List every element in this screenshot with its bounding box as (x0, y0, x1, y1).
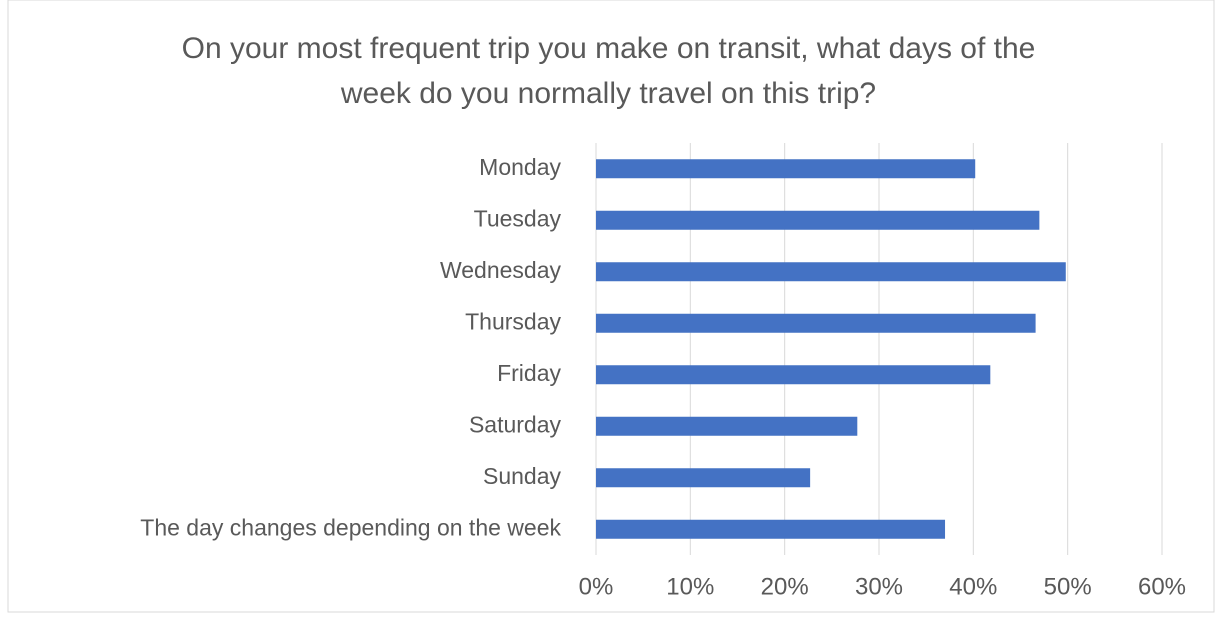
x-tick-label: 50% (1044, 573, 1092, 600)
x-tick-label: 40% (949, 573, 997, 600)
y-tick-label: Wednesday (440, 257, 562, 283)
y-tick-label: Monday (479, 154, 561, 180)
bar (596, 519, 946, 539)
x-tick-label: 20% (761, 573, 809, 600)
bar (596, 262, 1066, 282)
y-tick-label: Tuesday (474, 205, 562, 231)
y-tick-label: Thursday (465, 308, 561, 334)
x-tick-label: 30% (855, 573, 903, 600)
chart-title: On your most frequent trip you make on t… (181, 32, 1036, 110)
bar (596, 416, 858, 436)
bar (596, 468, 811, 488)
y-tick-label: Friday (497, 360, 561, 386)
y-tick-label: Saturday (469, 411, 562, 437)
bar (596, 365, 991, 385)
y-tick-label: The day changes depending on the week (140, 514, 561, 540)
bar (596, 210, 1040, 230)
bar (596, 159, 976, 179)
chart-border (7, 0, 1215, 613)
x-tick-label: 60% (1138, 573, 1186, 600)
x-tick-label: 0% (579, 573, 614, 600)
y-tick-label: Sunday (483, 463, 562, 489)
bar (596, 313, 1036, 333)
x-tick-label: 10% (666, 573, 714, 600)
